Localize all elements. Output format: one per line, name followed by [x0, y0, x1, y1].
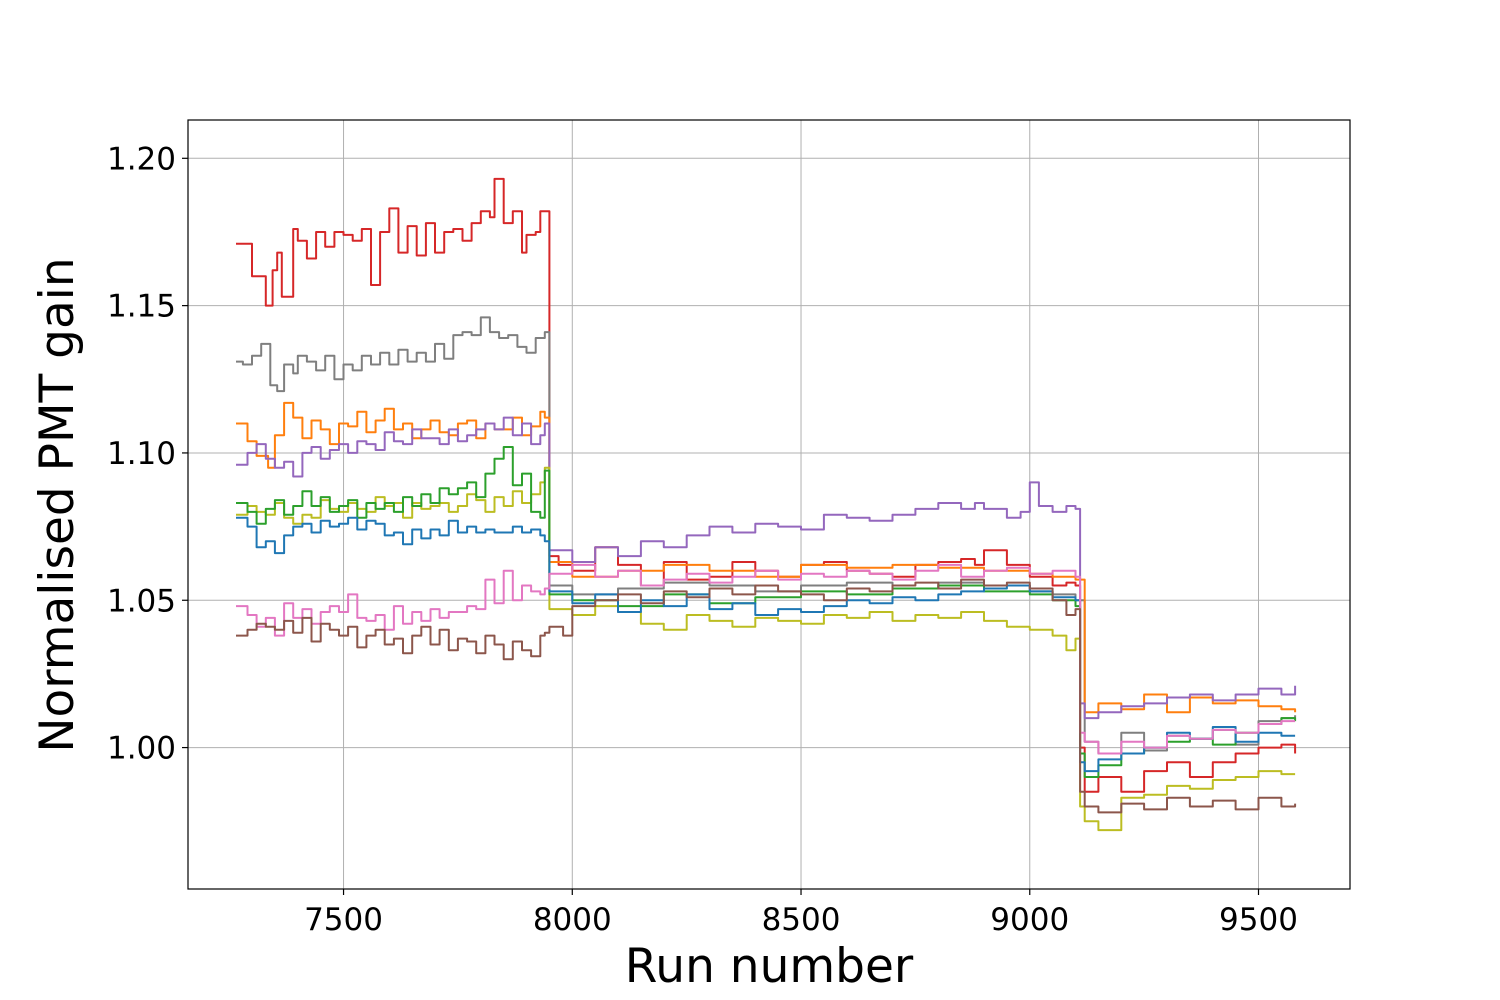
- series-lines: [236, 177, 1297, 832]
- series-line-7: [236, 516, 1296, 773]
- x-tick-label: 9500: [1219, 902, 1298, 938]
- x-tick-label: 8500: [762, 902, 841, 938]
- series-line-5: [236, 466, 1296, 832]
- y-axis-title: Normalised PMT gain: [30, 257, 85, 752]
- x-axis-title: Run number: [625, 939, 914, 994]
- series-line-1: [236, 177, 1297, 793]
- plot-frame: [187, 119, 1351, 890]
- series-line-4: [236, 416, 1297, 720]
- x-tick-label: 8000: [533, 902, 612, 938]
- series-line-3: [236, 401, 1297, 714]
- series-line-9: [236, 578, 1297, 814]
- y-tick-label: 1.20: [107, 141, 176, 177]
- series-line-8: [236, 563, 1296, 755]
- y-tick-label: 1.00: [107, 731, 176, 767]
- y-tick-label: 1.15: [107, 289, 176, 325]
- x-tick-label: 7500: [304, 902, 383, 938]
- series-line-6: [236, 446, 1297, 778]
- y-tick-label: 1.05: [107, 583, 176, 619]
- x-tick-label: 9000: [990, 902, 1069, 938]
- tick-labels: 7500 8000 8500 9000 9500 1.00 1.05 1.10 1.15 1.20: [107, 141, 1298, 938]
- y-tick-label: 1.10: [107, 436, 176, 472]
- grid: [188, 120, 1350, 889]
